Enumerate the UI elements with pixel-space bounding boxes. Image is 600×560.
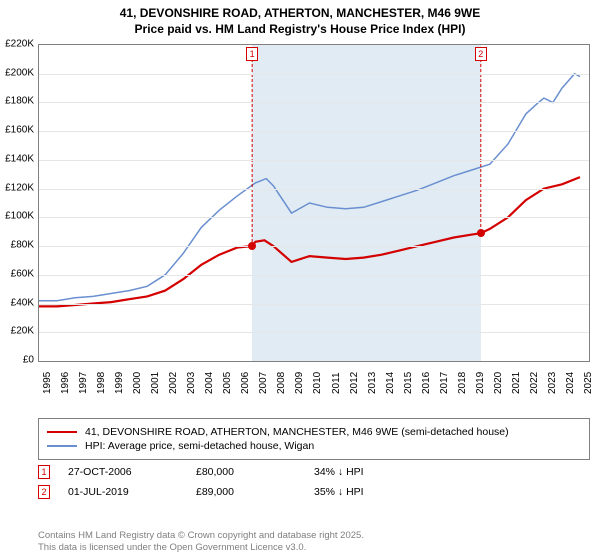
transaction-marker-icon: 2 <box>38 485 50 499</box>
line-series-svg <box>39 45 589 361</box>
legend: 41, DEVONSHIRE ROAD, ATHERTON, MANCHESTE… <box>38 418 590 460</box>
footer-line-1: Contains HM Land Registry data © Crown c… <box>38 530 364 541</box>
x-axis-label: 2001 <box>150 372 161 394</box>
y-axis-label: £40K <box>0 297 34 308</box>
transaction-price: £89,000 <box>196 486 296 498</box>
legend-row: HPI: Average price, semi-detached house,… <box>47 439 581 453</box>
y-axis-label: £180K <box>0 96 34 107</box>
transaction-marker-icon: 1 <box>38 465 50 479</box>
gridline <box>39 189 589 190</box>
x-axis-label: 2025 <box>583 372 594 394</box>
y-axis-label: £60K <box>0 268 34 279</box>
x-axis-label: 2019 <box>475 372 486 394</box>
x-axis-label: 2017 <box>439 372 450 394</box>
gridline <box>39 332 589 333</box>
transaction-marker-1: 1 <box>246 47 258 61</box>
chart-container: 41, DEVONSHIRE ROAD, ATHERTON, MANCHESTE… <box>0 0 600 560</box>
gridline <box>39 131 589 132</box>
transactions-table: 1 27-OCT-2006 £80,000 34% ↓ HPI 2 01-JUL-2019… <box>38 462 590 502</box>
x-axis-label: 2021 <box>511 372 522 394</box>
x-axis-label: 1998 <box>96 372 107 394</box>
transaction-point-1 <box>248 242 256 250</box>
transaction-row: 2 01-JUL-2019 £89,000 35% ↓ HPI <box>38 482 590 502</box>
y-axis-label: £160K <box>0 125 34 136</box>
x-axis-label: 2012 <box>349 372 360 394</box>
footer-attribution: Contains HM Land Registry data © Crown c… <box>38 530 364 554</box>
transaction-price: £80,000 <box>196 466 296 478</box>
x-axis-label: 2000 <box>132 372 143 394</box>
x-axis-label: 2011 <box>331 372 342 394</box>
x-axis-label: 2016 <box>421 372 432 394</box>
x-axis-label: 2005 <box>222 372 233 394</box>
gridline <box>39 74 589 75</box>
transaction-row: 1 27-OCT-2006 £80,000 34% ↓ HPI <box>38 462 590 482</box>
title-line-1: 41, DEVONSHIRE ROAD, ATHERTON, MANCHESTE… <box>120 6 481 20</box>
x-axis-label: 2015 <box>403 372 414 394</box>
gridline <box>39 102 589 103</box>
transaction-date: 01-JUL-2019 <box>68 486 178 498</box>
gridline <box>39 246 589 247</box>
y-axis-label: £80K <box>0 240 34 251</box>
legend-swatch <box>47 445 77 447</box>
legend-label: 41, DEVONSHIRE ROAD, ATHERTON, MANCHESTE… <box>85 426 509 438</box>
x-axis-label: 2006 <box>240 372 251 394</box>
x-axis-label: 2007 <box>258 372 269 394</box>
x-axis-label: 2009 <box>294 372 305 394</box>
gridline <box>39 304 589 305</box>
plot-region: 12 <box>38 44 590 362</box>
gridline <box>39 160 589 161</box>
x-axis-label: 1996 <box>60 372 71 394</box>
x-axis-label: 2010 <box>312 372 323 394</box>
gridline <box>39 275 589 276</box>
transaction-date: 27-OCT-2006 <box>68 466 178 478</box>
x-axis-label: 2020 <box>493 372 504 394</box>
series-price_paid <box>39 177 580 306</box>
x-axis-label: 2003 <box>186 372 197 394</box>
x-axis-label: 2018 <box>457 372 468 394</box>
x-axis-label: 2008 <box>276 372 287 394</box>
y-axis-label: £0 <box>0 355 34 366</box>
x-axis-label: 2004 <box>204 372 215 394</box>
legend-label: HPI: Average price, semi-detached house,… <box>85 440 314 452</box>
y-axis-label: £200K <box>0 67 34 78</box>
transaction-point-2 <box>477 229 485 237</box>
x-axis-label: 2014 <box>385 372 396 394</box>
chart-area: 12 £0£20K£40K£60K£80K£100K£120K£140K£160… <box>38 44 590 384</box>
y-axis-label: £100K <box>0 211 34 222</box>
y-axis-label: £20K <box>0 326 34 337</box>
x-axis-label: 2023 <box>547 372 558 394</box>
y-axis-label: £220K <box>0 39 34 50</box>
legend-row: 41, DEVONSHIRE ROAD, ATHERTON, MANCHESTE… <box>47 425 581 439</box>
chart-title: 41, DEVONSHIRE ROAD, ATHERTON, MANCHESTE… <box>0 0 600 37</box>
transaction-marker-2: 2 <box>475 47 487 61</box>
x-axis-label: 1995 <box>42 372 53 394</box>
series-hpi <box>39 74 580 301</box>
x-axis-label: 2013 <box>367 372 378 394</box>
y-axis-label: £140K <box>0 153 34 164</box>
footer-line-2: This data is licensed under the Open Gov… <box>38 542 306 553</box>
x-axis-label: 1997 <box>78 372 89 394</box>
gridline <box>39 217 589 218</box>
legend-swatch <box>47 431 77 434</box>
y-axis-label: £120K <box>0 182 34 193</box>
transaction-delta: 35% ↓ HPI <box>314 486 364 498</box>
x-axis-label: 2022 <box>529 372 540 394</box>
x-axis-label: 2002 <box>168 372 179 394</box>
x-axis-label: 1999 <box>114 372 125 394</box>
x-axis-label: 2024 <box>565 372 576 394</box>
title-line-2: Price paid vs. HM Land Registry's House … <box>135 22 466 36</box>
transaction-delta: 34% ↓ HPI <box>314 466 364 478</box>
